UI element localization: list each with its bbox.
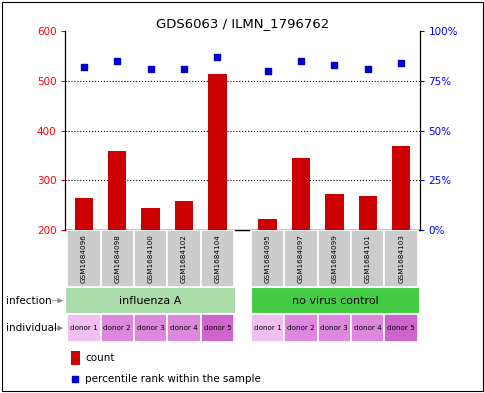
Text: GSM1684096: GSM1684096	[81, 234, 87, 283]
Bar	[200, 230, 234, 287]
Point	[297, 58, 304, 64]
Bar	[350, 314, 384, 342]
Bar	[358, 196, 376, 230]
Bar	[250, 287, 419, 314]
Text: infection: infection	[6, 296, 51, 306]
Point	[263, 68, 271, 74]
Bar	[67, 230, 100, 287]
Bar	[384, 314, 417, 342]
Point	[80, 64, 88, 70]
Bar	[167, 314, 200, 342]
Text: GSM1684101: GSM1684101	[364, 234, 370, 283]
Text: donor 1: donor 1	[253, 325, 281, 331]
Title: GDS6063 / ILMN_1796762: GDS6063 / ILMN_1796762	[155, 17, 329, 30]
Bar	[71, 351, 79, 365]
Bar	[391, 145, 409, 230]
Bar	[324, 194, 343, 230]
Bar	[75, 198, 93, 230]
Text: GSM1684103: GSM1684103	[397, 234, 403, 283]
Text: donor 1: donor 1	[70, 325, 97, 331]
Text: GSM1684098: GSM1684098	[114, 234, 120, 283]
Bar	[291, 158, 309, 230]
Text: percentile rank within the sample: percentile rank within the sample	[85, 375, 260, 384]
Bar	[317, 314, 350, 342]
Point	[330, 62, 337, 68]
Bar	[317, 230, 350, 287]
Bar	[200, 314, 234, 342]
Text: donor 5: donor 5	[203, 325, 231, 331]
Text: influenza A: influenza A	[119, 296, 182, 306]
Bar	[134, 230, 167, 287]
Text: individual: individual	[6, 323, 57, 333]
Bar	[108, 151, 126, 230]
Point	[396, 60, 404, 66]
Point	[113, 58, 121, 64]
Text: donor 4: donor 4	[353, 325, 381, 331]
Bar	[384, 230, 417, 287]
Bar	[65, 287, 235, 314]
Text: donor 4: donor 4	[170, 325, 197, 331]
Bar	[134, 314, 167, 342]
Bar	[167, 230, 200, 287]
Bar	[284, 314, 317, 342]
Bar	[284, 230, 317, 287]
Bar	[208, 73, 226, 230]
Text: count: count	[85, 353, 114, 363]
Text: GSM1684102: GSM1684102	[181, 234, 187, 283]
Bar	[258, 219, 276, 230]
Text: donor 3: donor 3	[136, 325, 164, 331]
Text: donor 3: donor 3	[320, 325, 348, 331]
Bar	[175, 201, 193, 230]
Text: donor 2: donor 2	[103, 325, 131, 331]
Point	[147, 66, 154, 72]
Text: donor 5: donor 5	[387, 325, 414, 331]
Text: no virus control: no virus control	[291, 296, 378, 306]
Bar	[250, 314, 284, 342]
Bar	[67, 314, 100, 342]
Bar	[350, 230, 384, 287]
Bar	[100, 230, 134, 287]
Point	[213, 54, 221, 61]
Text: GSM1684104: GSM1684104	[214, 234, 220, 283]
Bar	[141, 208, 160, 230]
Text: GSM1684097: GSM1684097	[297, 234, 303, 283]
Point	[363, 66, 371, 72]
Bar	[100, 314, 134, 342]
Point	[180, 66, 187, 72]
Point	[71, 376, 79, 383]
Text: GSM1684099: GSM1684099	[331, 234, 337, 283]
Text: donor 2: donor 2	[287, 325, 314, 331]
Bar	[250, 230, 284, 287]
Text: GSM1684100: GSM1684100	[147, 234, 153, 283]
Text: GSM1684095: GSM1684095	[264, 234, 270, 283]
